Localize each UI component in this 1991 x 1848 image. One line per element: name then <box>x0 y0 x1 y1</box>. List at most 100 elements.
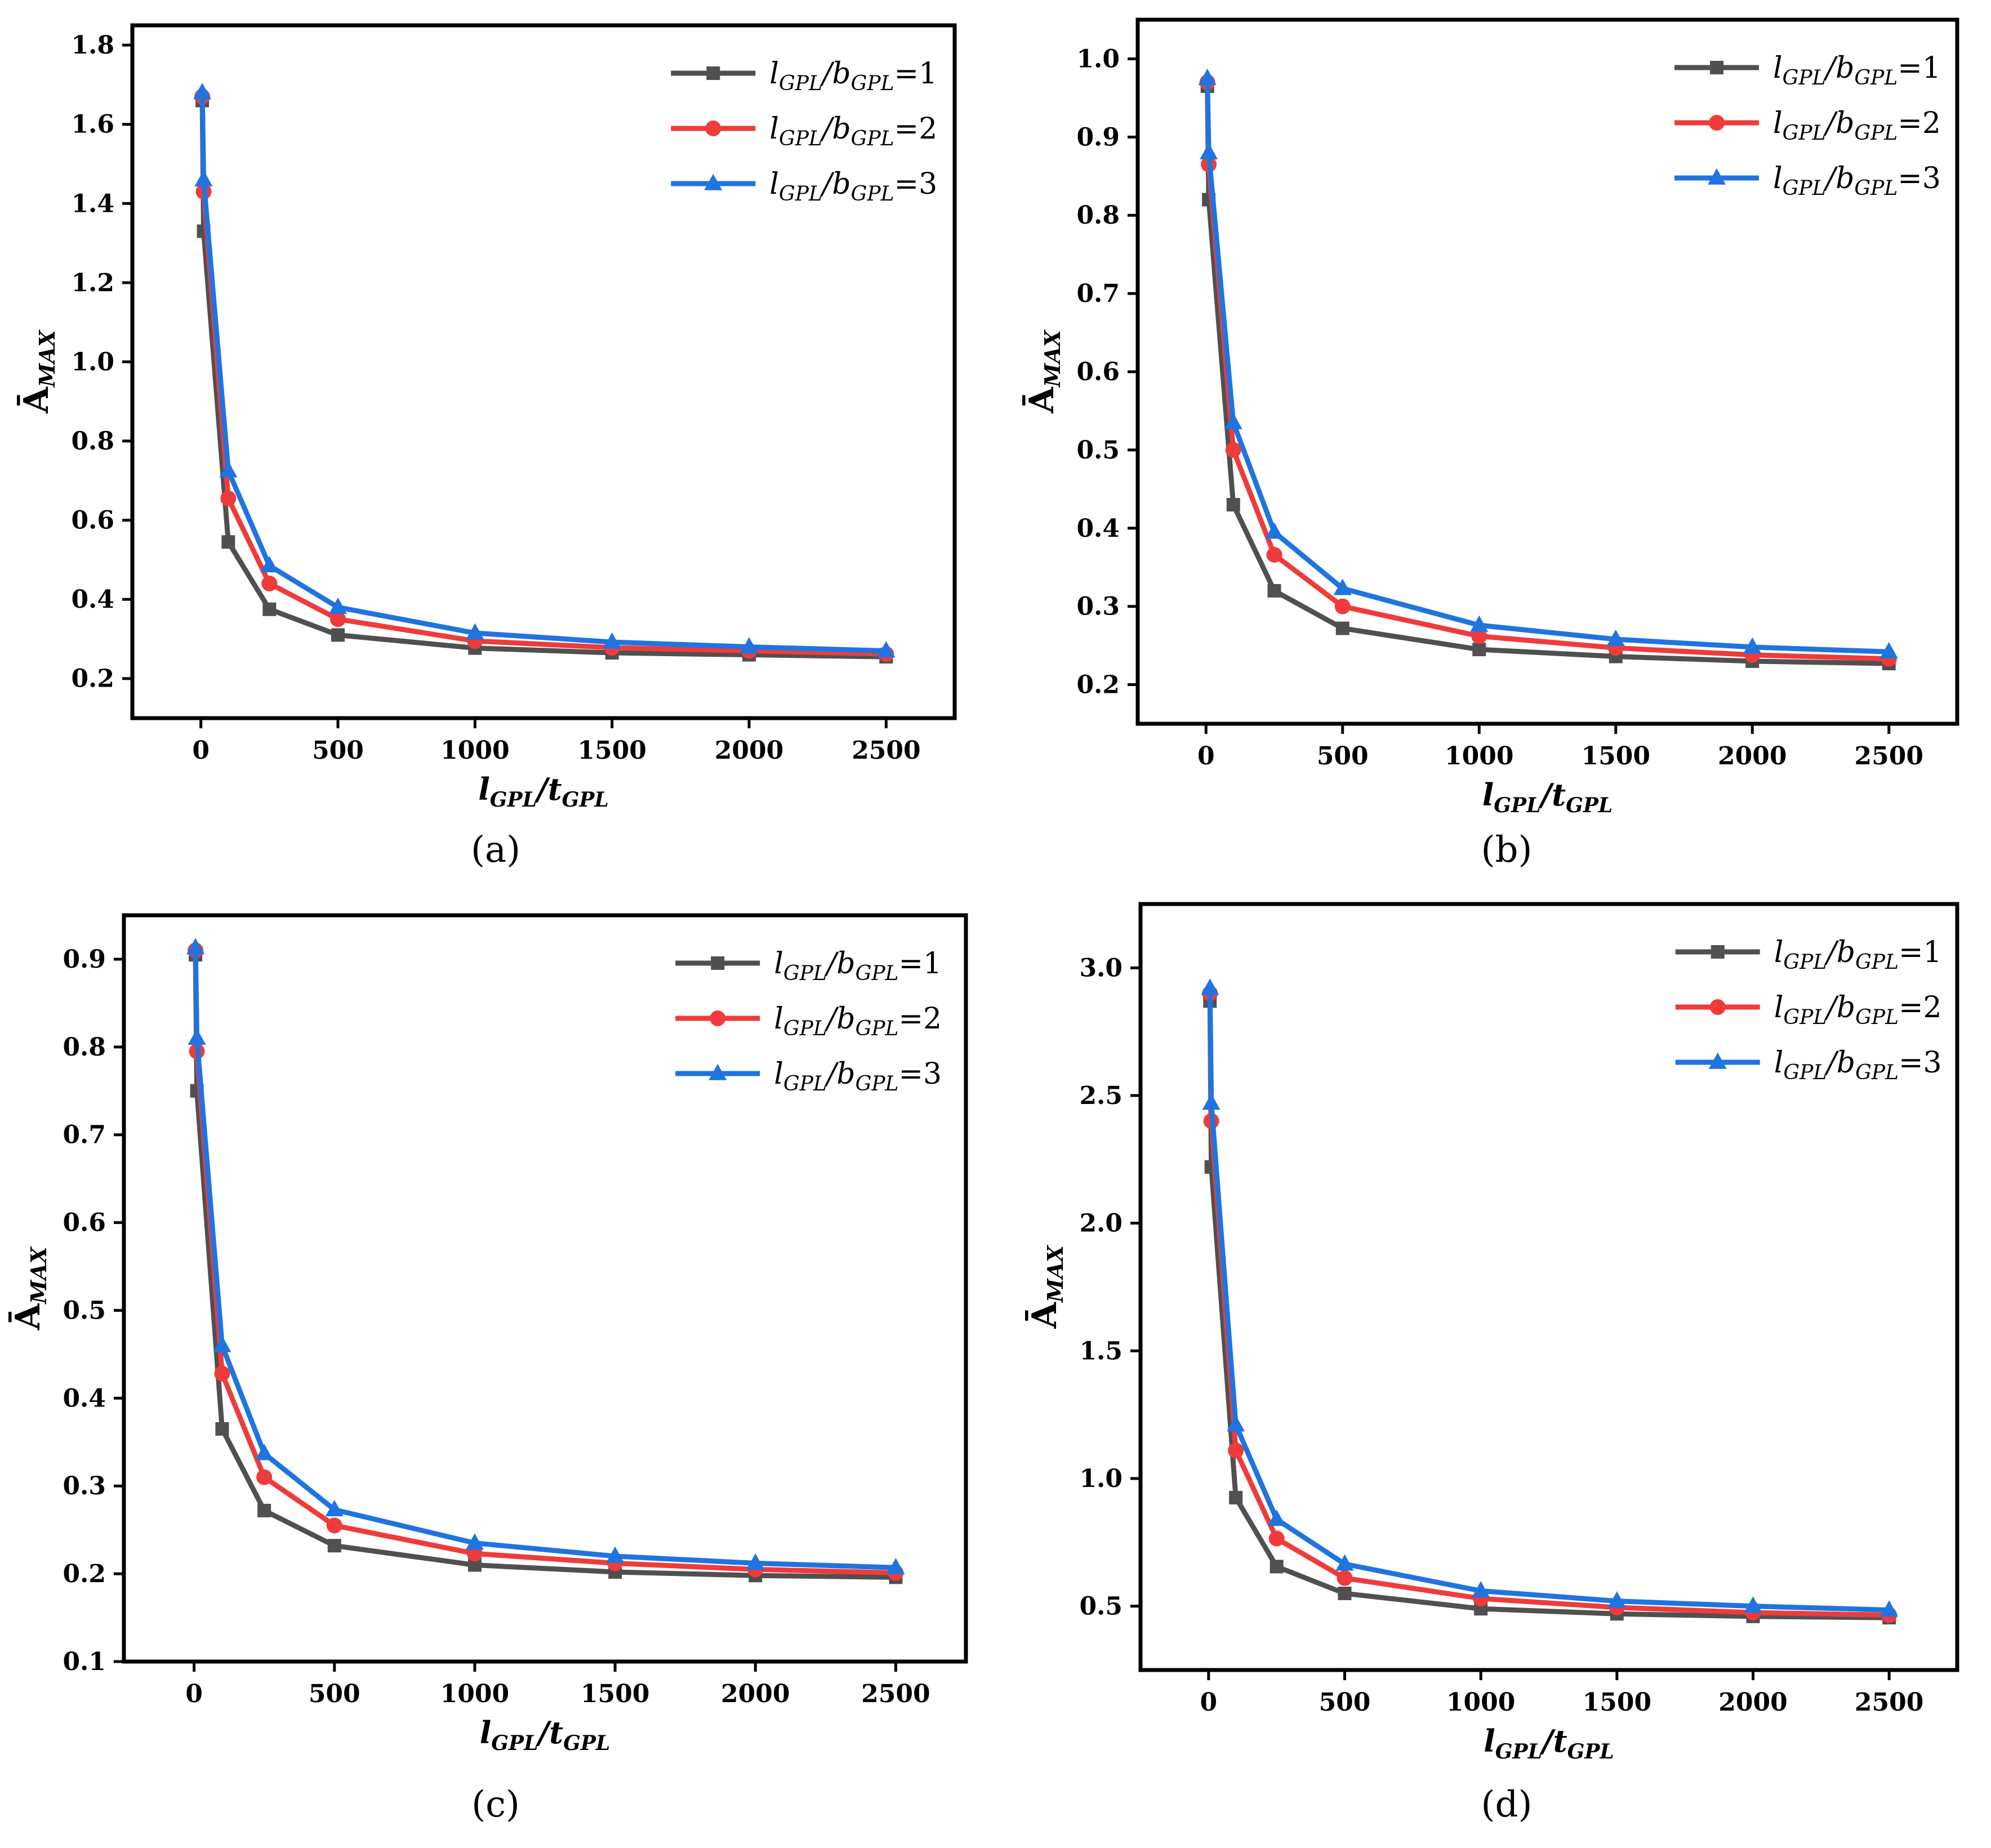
legend-marker-2 <box>705 121 721 136</box>
y-axis-title-sub: MAX <box>1040 329 1065 389</box>
x-axis-title-sub: GPL <box>563 1731 610 1755</box>
legend-marker-3 <box>1708 168 1726 185</box>
y-tick-label: 1.0 <box>71 348 114 376</box>
data-point-s3 <box>329 597 347 614</box>
data-point-s3 <box>603 632 621 649</box>
y-tick-label: 0.5 <box>63 1296 106 1325</box>
plot-frame <box>130 23 957 720</box>
y-tick-label: 0.1 <box>63 1647 106 1676</box>
legend-text-sub: GPL <box>1855 951 1899 974</box>
data-point-s3 <box>1201 978 1219 995</box>
data-point-s1 <box>1270 1560 1284 1574</box>
data-point-s3 <box>1265 522 1284 539</box>
data-point-s3 <box>194 170 213 186</box>
legend-text-value: =2 <box>1899 991 1942 1025</box>
legend-text-sub: GPL <box>1783 177 1826 200</box>
y-axis-title: ĀMAX <box>1025 1245 1068 1329</box>
legend-marker-3 <box>709 1063 727 1080</box>
legend-text-main: l <box>774 1002 783 1036</box>
data-point-s3 <box>1880 1600 1899 1617</box>
legend-text-sub: GPL <box>856 1017 899 1040</box>
x-tick-label: 1500 <box>1583 1688 1651 1717</box>
legend-marker-3 <box>704 173 723 190</box>
data-point-s3 <box>260 556 279 573</box>
data-point-s2 <box>1266 547 1282 563</box>
legend-text-value: =1 <box>1898 51 1941 85</box>
legend-text-mid: /b <box>1824 991 1855 1025</box>
data-point-s3 <box>219 461 238 478</box>
y-tick-label: 0.5 <box>1079 1592 1123 1621</box>
legend-text-mid: /b <box>1824 1046 1855 1080</box>
data-point-s3 <box>746 1553 765 1570</box>
legend-text-main: l <box>774 947 783 981</box>
data-point-s2 <box>261 576 278 592</box>
series-line-1 <box>1205 86 1889 666</box>
data-point-s3 <box>1335 1554 1354 1571</box>
data-point-s3 <box>1333 578 1352 595</box>
x-axis-title-main: l <box>1484 1723 1495 1759</box>
data-point-s1 <box>331 628 345 642</box>
data-point-s2 <box>330 611 346 627</box>
data-point-s3 <box>1607 1591 1626 1608</box>
data-point-s2 <box>1225 442 1241 458</box>
x-axis-title-main: l <box>478 771 490 807</box>
data-point-s1 <box>1267 584 1281 598</box>
legend-text-sub: GPL <box>783 962 827 985</box>
y-axis-title-main: Ā <box>1022 386 1062 414</box>
data-point-s2 <box>1228 1442 1244 1459</box>
data-point-s3 <box>1879 642 1898 658</box>
x-tick-label: 2500 <box>861 1680 930 1708</box>
legend-text-mid: /b <box>824 1057 856 1091</box>
y-tick-label: 0.5 <box>1076 436 1120 465</box>
legend-entry-3: lGPL/bGPL=3 <box>1774 1046 1942 1084</box>
legend-marker-1 <box>711 956 725 970</box>
panel-label: (a) <box>471 829 520 871</box>
data-point-s3 <box>1227 1415 1245 1432</box>
legend-entry-2: lGPL/bGPL=2 <box>774 1002 942 1040</box>
y-axis-title-sub: MAX <box>26 1246 51 1305</box>
legend-entry-1: lGPL/bGPL=1 <box>769 57 937 95</box>
data-point-s3 <box>466 623 484 640</box>
legend-entry-3: lGPL/bGPL=3 <box>774 1057 942 1096</box>
legend-text-sub: GPL <box>851 182 894 206</box>
panel-label: (c) <box>471 1784 520 1825</box>
data-point-s3 <box>1472 1581 1490 1598</box>
legend-marker-3 <box>1708 1052 1727 1069</box>
y-tick-label: 1.0 <box>1076 44 1120 73</box>
x-tick-label: 500 <box>1317 742 1369 771</box>
x-tick-label: 0 <box>1200 1688 1218 1717</box>
legend-text-value: =2 <box>898 1002 942 1036</box>
data-point-s3 <box>186 938 205 955</box>
y-tick-label: 0.3 <box>1076 593 1120 621</box>
x-axis-title: lGPL/tGPL <box>1482 777 1613 817</box>
legend-text-main: l <box>1773 106 1783 140</box>
x-tick-label: 0 <box>1197 742 1215 771</box>
data-point-s1 <box>1335 621 1349 635</box>
legend-text-value: =1 <box>894 57 938 91</box>
legend-text-mid: /b <box>819 112 851 146</box>
legend-entry-3: lGPL/bGPL=3 <box>1773 162 1941 200</box>
x-axis-title-slash: /t <box>1538 777 1566 813</box>
x-tick-label: 0 <box>185 1680 203 1708</box>
legend-text-sub: GPL <box>851 127 894 150</box>
legend-text-main: l <box>1773 51 1783 85</box>
x-axis-title-slash: /t <box>534 771 562 807</box>
legend-text-mid: /b <box>819 57 851 91</box>
legend-entry-1: lGPL/bGPL=1 <box>1773 51 1941 90</box>
y-tick-label: 1.8 <box>71 31 114 60</box>
legend-marker-1 <box>706 66 720 80</box>
x-axis-title-main: l <box>1482 777 1494 813</box>
x-axis-title-sub: GPL <box>1567 1740 1614 1764</box>
data-point-s2 <box>214 1365 230 1382</box>
y-tick-label: 0.2 <box>71 665 114 693</box>
x-axis-title: lGPL/tGPL <box>480 1715 610 1755</box>
legend-text-value: =2 <box>894 112 938 146</box>
y-tick-label: 0.2 <box>1076 671 1120 700</box>
legend-text-sub: GPL <box>1855 1006 1899 1029</box>
legend-text-main: l <box>774 1057 783 1091</box>
legend-text-value: =2 <box>1898 106 1941 140</box>
legend-text-value: =3 <box>898 1057 942 1091</box>
data-point-s2 <box>256 1469 273 1485</box>
data-point-s3 <box>188 1028 206 1045</box>
